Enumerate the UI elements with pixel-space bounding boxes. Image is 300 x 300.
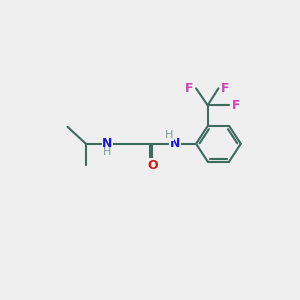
Text: N: N (102, 137, 113, 150)
Text: N: N (170, 137, 181, 150)
Text: F: F (221, 82, 230, 95)
Text: F: F (232, 99, 240, 112)
Text: O: O (147, 159, 158, 172)
Text: F: F (185, 82, 194, 95)
Text: H: H (165, 130, 173, 140)
Text: H: H (103, 147, 112, 157)
